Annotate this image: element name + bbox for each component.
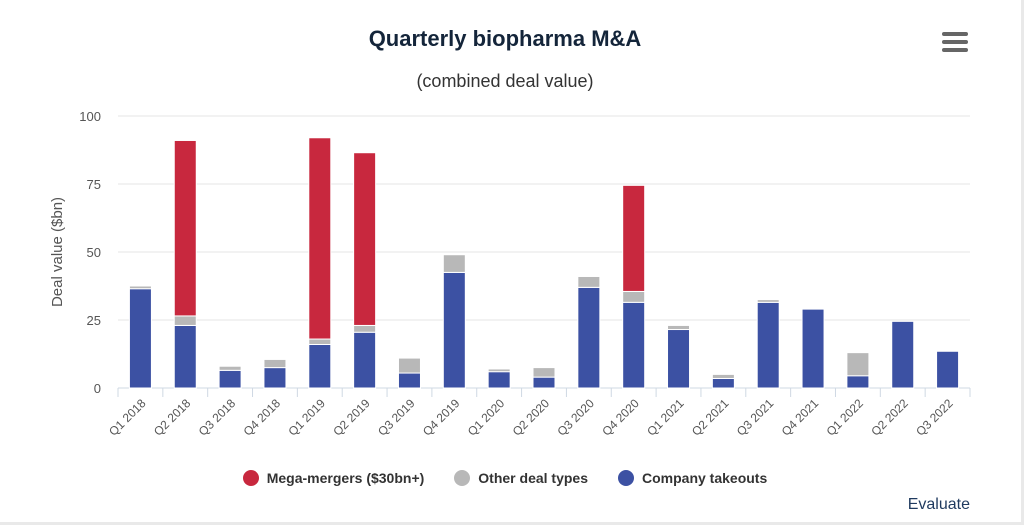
bar-segment <box>846 375 870 389</box>
bar-segment <box>308 343 332 389</box>
x-tick-label: Q3 2021 <box>734 396 777 439</box>
chart-plot: 0 25 50 75 100 Deal value ($bn) Q1 2018 Q2 2018… <box>49 109 971 439</box>
bar-segment <box>218 369 242 389</box>
y-tick-label: 0 <box>94 381 101 396</box>
bar-segment <box>263 358 287 369</box>
y-tick-label: 75 <box>87 177 101 192</box>
chart-subtitle: (combined deal value) <box>416 71 594 91</box>
x-tick-label: Q4 2019 <box>420 396 463 439</box>
bar-segment <box>891 320 915 389</box>
bar-segment <box>397 357 421 374</box>
x-tick-label: Q2 2020 <box>510 396 553 439</box>
bar-segment <box>308 137 332 340</box>
bar-segment <box>487 371 511 389</box>
x-tick-label: Q4 2020 <box>599 396 642 439</box>
y-tick-label: 50 <box>87 245 101 260</box>
bar-segment <box>622 184 646 292</box>
x-tick-label: Q1 2021 <box>644 396 687 439</box>
hamburger-menu-icon[interactable] <box>940 32 970 58</box>
bar-segment <box>667 329 691 389</box>
legend-item-other-deal-types[interactable]: Other deal types <box>454 470 588 486</box>
x-tick-label: Q3 2020 <box>555 396 598 439</box>
x-tick-label: Q1 2018 <box>106 396 149 439</box>
chart-legend: Mega-mergers ($30bn+) Other deal types C… <box>0 470 1010 486</box>
bar-segment <box>756 301 780 389</box>
legend-label: Other deal types <box>478 470 588 486</box>
legend-label: Company takeouts <box>642 470 768 486</box>
x-tick-label: Q4 2018 <box>241 396 284 439</box>
bar-segment <box>128 288 152 389</box>
x-tick-label: Q1 2022 <box>824 396 867 439</box>
bar-segment <box>263 367 287 389</box>
x-tick-label: Q1 2019 <box>285 396 328 439</box>
bar-segment <box>667 324 691 331</box>
x-tick-label: Q2 2021 <box>689 396 732 439</box>
bar-segment <box>353 152 377 326</box>
y-axis-title: Deal value ($bn) <box>49 197 66 307</box>
x-tick-label: Q3 2022 <box>913 396 956 439</box>
bar-segment <box>173 315 197 326</box>
bar-segment <box>173 324 197 389</box>
bar-segment <box>622 301 646 389</box>
bar-segment <box>218 365 242 371</box>
bar-segment <box>487 368 511 373</box>
x-tick-label: Q3 2018 <box>196 396 239 439</box>
bar-segment <box>846 352 870 377</box>
chart-title: Quarterly biopharma M&A <box>368 26 642 51</box>
bar-segment <box>577 286 601 389</box>
bar-segment <box>397 372 421 389</box>
x-tick-label: Q2 2019 <box>330 396 373 439</box>
bar-segment <box>936 350 960 389</box>
legend-label: Mega-mergers ($30bn+) <box>266 470 425 486</box>
bar-segment <box>442 254 466 273</box>
x-tick-label: Q3 2019 <box>375 396 418 439</box>
x-tick-label: Q2 2022 <box>868 396 911 439</box>
legend-dot-icon <box>242 470 259 486</box>
legend-dot-icon <box>454 470 471 486</box>
x-tick-label: Q1 2020 <box>465 396 508 439</box>
y-tick-label: 25 <box>87 313 101 328</box>
legend-item-company-takeouts[interactable]: Company takeouts <box>618 470 767 486</box>
bar-segment <box>756 299 780 303</box>
bar-segment <box>442 271 466 389</box>
bar-segment <box>622 290 646 303</box>
x-tick-label: Q4 2021 <box>779 396 822 439</box>
legend-dot-icon <box>618 470 634 486</box>
bar-segment <box>711 373 735 379</box>
bar-segment <box>711 377 735 389</box>
y-tick-label: 100 <box>79 109 101 124</box>
bar-segment <box>532 376 556 389</box>
bar-segment <box>308 338 332 345</box>
bar-segment <box>353 324 377 333</box>
x-tick-label: Q2 2018 <box>151 396 194 439</box>
bar-segment <box>532 367 556 378</box>
bar-segment <box>353 331 377 389</box>
bar-segment <box>173 139 197 317</box>
credit-link[interactable]: Evaluate <box>907 496 970 513</box>
legend-item-mega-mergers[interactable]: Mega-mergers ($30bn+) <box>242 470 425 486</box>
bar-segment <box>801 308 825 389</box>
bar-segment <box>128 285 152 290</box>
bar-segment <box>577 275 601 288</box>
